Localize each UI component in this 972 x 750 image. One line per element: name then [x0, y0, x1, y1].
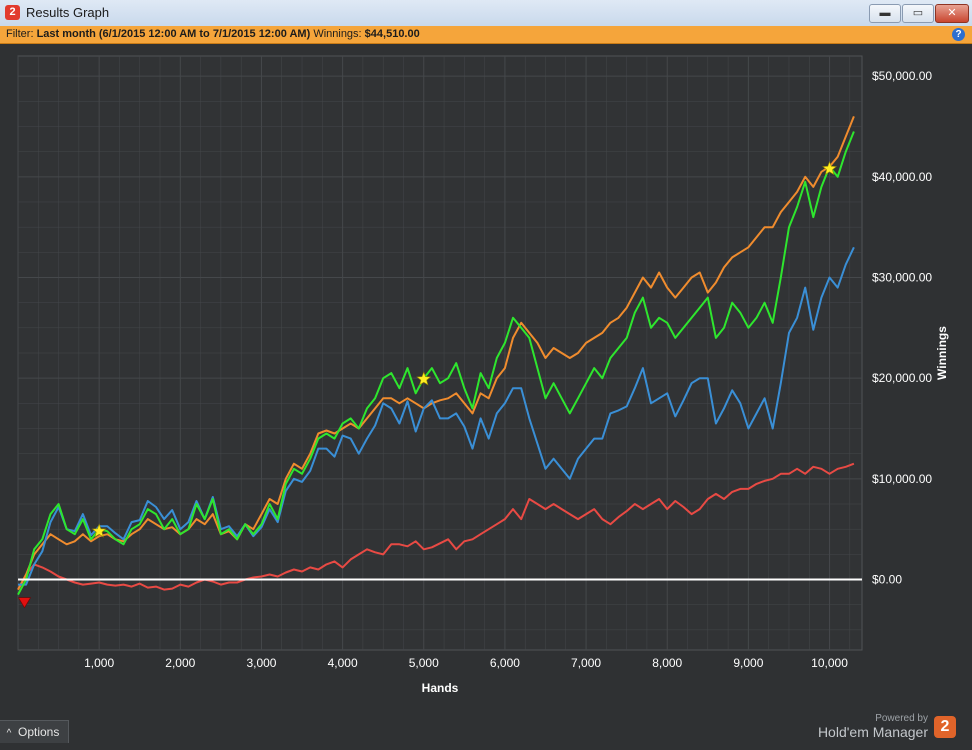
x-tick-label: 8,000	[652, 656, 682, 670]
powered-by-text: Powered by	[875, 713, 928, 724]
star-marker-icon[interactable]	[822, 160, 837, 176]
close-button[interactable]: ✕	[935, 4, 969, 23]
x-tick-label: 10,000	[811, 656, 848, 670]
results-chart: 1,000 2,000 3,000 4,000 5,000 6,000 7,000 8,000…	[17, 55, 949, 695]
x-tick-label: 3,000	[246, 656, 276, 670]
filter-bar: Filter: Last month (6/1/2015 12:00 AM to…	[0, 26, 972, 44]
y-axis-label: Winnings	[935, 326, 949, 380]
series-line-all-in-ev[interactable]	[17, 116, 855, 591]
series-line-showdown[interactable]	[18, 246, 855, 586]
app-logo-icon: 2	[5, 5, 20, 20]
chart-ticks: 1,000 2,000 3,000 4,000 5,000 6,000 7,000 8,000…	[84, 69, 932, 670]
x-tick-label: 4,000	[328, 656, 358, 670]
x-axis-label: Hands	[422, 681, 459, 695]
window-title: Results Graph	[26, 5, 110, 20]
brand-name[interactable]: Hold'em Manager	[817, 724, 928, 740]
minimize-button[interactable]: ▬	[869, 4, 901, 23]
y-tick-label: $10,000.00	[872, 472, 932, 486]
series-line-net-won[interactable]	[17, 131, 855, 596]
y-tick-label: $30,000.00	[872, 270, 932, 284]
winnings-label: Winnings:	[313, 28, 362, 40]
x-tick-label: 2,000	[165, 656, 195, 670]
hm-logo-icon[interactable]: 2	[934, 716, 956, 738]
triangle-marker-icon[interactable]	[17, 597, 32, 609]
star-marker-icon[interactable]	[416, 371, 432, 386]
options-label: Options	[18, 725, 60, 739]
y-tick-label: $20,000.00	[872, 371, 932, 385]
maximize-button[interactable]: ▭	[902, 4, 934, 23]
options-button[interactable]: ^ Options	[0, 720, 69, 743]
title-bar: 2 Results Graph ▬ ▭ ✕	[0, 0, 972, 27]
x-tick-label: 6,000	[490, 656, 520, 670]
help-icon[interactable]: ?	[952, 28, 965, 41]
y-tick-label: $0.00	[872, 573, 902, 587]
y-tick-label: $50,000.00	[872, 69, 932, 83]
chart-grid	[17, 56, 862, 650]
series-line-non-showdown[interactable]	[17, 462, 855, 591]
x-tick-label: 7,000	[571, 656, 601, 670]
chart-series	[17, 116, 855, 596]
x-tick-label: 5,000	[409, 656, 439, 670]
y-tick-label: $40,000.00	[872, 170, 932, 184]
options-caret-icon: ^	[6, 728, 12, 739]
filter-text[interactable]: Filter: Last month (6/1/2015 12:00 AM to…	[6, 26, 420, 43]
x-tick-label: 9,000	[733, 656, 763, 670]
star-marker-icon[interactable]	[91, 523, 107, 538]
x-tick-label: 1,000	[84, 656, 114, 670]
chart-annotations	[17, 160, 837, 609]
winnings-value: $44,510.00	[364, 28, 420, 40]
filter-range: Last month (6/1/2015 12:00 AM to 7/1/201…	[36, 28, 311, 40]
filter-label: Filter:	[6, 28, 34, 40]
